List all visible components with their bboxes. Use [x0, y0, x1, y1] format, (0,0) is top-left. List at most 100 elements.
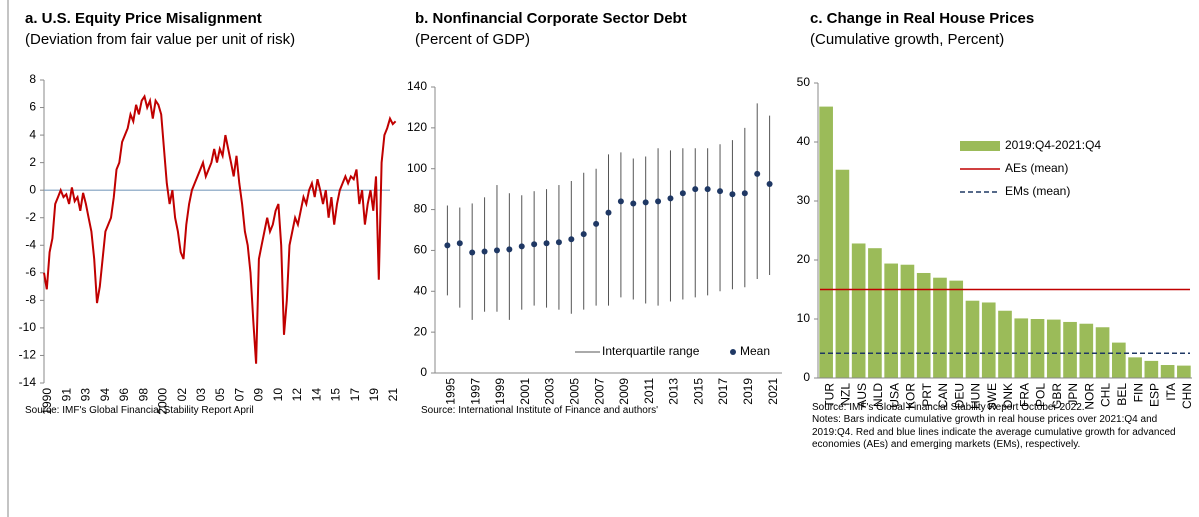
x-tick-label: 17: [348, 388, 362, 402]
y-tick-label: 0: [29, 182, 36, 196]
mean-dot: [531, 241, 538, 248]
legend-label: EMs (mean): [1005, 184, 1070, 198]
mean-dot: [593, 220, 600, 227]
x-tick-label: DEU: [952, 383, 966, 408]
x-tick-label: KOR: [904, 383, 918, 409]
bar: [916, 272, 931, 378]
mean-dot: [766, 181, 773, 188]
mean-dot: [642, 199, 649, 206]
legend-label: Mean: [740, 344, 770, 358]
y-tick-label: 4: [29, 127, 36, 141]
x-tick-label: 2001: [518, 378, 532, 405]
x-tick-label: ITA: [1164, 383, 1178, 401]
x-tick-label: 2017: [716, 378, 730, 405]
y-tick-label: 8: [29, 72, 36, 86]
legend-label: Interquartile range: [602, 344, 700, 358]
y-tick-label: 20: [797, 252, 811, 266]
bar: [933, 277, 947, 378]
bar: [1046, 319, 1061, 378]
x-tick-label: CHL: [1099, 383, 1113, 407]
mean-dot: [679, 190, 686, 197]
mean-dot: [518, 243, 525, 250]
x-tick-label: NLD: [871, 383, 885, 407]
x-tick-label: JPN: [1066, 383, 1080, 406]
bar: [1177, 365, 1191, 378]
x-tick-label: 96: [117, 388, 131, 402]
x-tick-label: ESP: [1148, 383, 1162, 407]
bar: [965, 300, 980, 378]
y-tick-label: -12: [19, 348, 37, 362]
bar: [851, 243, 866, 378]
y-tick-label: -4: [25, 237, 36, 251]
mean-dot: [617, 198, 624, 205]
x-tick-label: CHN: [1180, 383, 1194, 409]
x-tick-label: SWE: [985, 383, 999, 410]
subtitle: (Deviation from fair value per unit of r…: [25, 31, 296, 48]
x-tick-label: HUN: [969, 383, 983, 409]
bar: [900, 264, 915, 378]
source: Source: International Institute of Finan…: [421, 405, 659, 416]
mean-dot: [741, 190, 748, 197]
bar: [949, 280, 964, 378]
title-text: c. Change in Real House Prices: [810, 10, 1035, 27]
mean-dot: [469, 249, 476, 256]
x-tick-label: 98: [136, 388, 150, 402]
mean-dot: [667, 195, 674, 202]
x-tick-label: NZL: [839, 383, 853, 406]
y-tick-label: 30: [797, 193, 811, 207]
bar: [1014, 318, 1029, 378]
mean-dot: [481, 248, 488, 255]
bar: [1079, 323, 1094, 378]
mean-dot: [717, 188, 724, 195]
subtitle: (Percent of GDP): [415, 31, 531, 48]
y-tick-label: 0: [420, 365, 427, 379]
x-tick-label: NOR: [1082, 383, 1096, 410]
x-tick-label: 2019: [741, 378, 755, 405]
x-tick-label: PRT: [920, 382, 934, 406]
bar: [1111, 342, 1126, 378]
mean-dot: [456, 240, 463, 247]
x-tick-label: 15: [328, 388, 342, 402]
mean-dot: [568, 236, 575, 243]
bar: [884, 263, 899, 378]
x-tick-label: 93: [79, 388, 93, 402]
x-tick-label: 2021: [766, 378, 780, 405]
y-tick-label: 0: [803, 370, 810, 384]
x-tick-label: 21: [386, 388, 400, 402]
mean-dot: [580, 231, 587, 238]
x-tick-label: 2011: [642, 378, 656, 404]
bar: [868, 248, 882, 378]
x-tick-label: 2013: [667, 378, 681, 405]
mean-dot: [729, 191, 736, 198]
x-tick-label: USA: [887, 383, 901, 408]
x-tick-label: 09: [252, 388, 266, 402]
y-tick-label: -8: [25, 293, 36, 307]
bar: [835, 169, 850, 378]
x-tick-label: 2009: [617, 378, 631, 405]
x-tick-label: GBR: [1050, 383, 1064, 409]
line-series: [43, 94, 397, 364]
mean-dot: [605, 209, 612, 216]
y-tick-label: 20: [414, 324, 428, 338]
mean-dot: [630, 200, 637, 207]
x-tick-label: 14: [309, 388, 323, 402]
x-tick-label: 10: [271, 388, 285, 402]
x-tick-label: 03: [194, 388, 208, 402]
x-tick-label: 2003: [543, 378, 557, 405]
bar: [1030, 319, 1045, 378]
x-tick-label: CAN: [936, 383, 950, 408]
title: c. Change in Real House Prices: [810, 10, 1034, 27]
x-tick-label: 2000: [155, 388, 169, 415]
x-tick-label: FIN: [1131, 383, 1145, 402]
y-tick-label: 6: [29, 100, 36, 114]
notes: Notes: Bars indicate cumulative growth i…: [812, 414, 1176, 450]
bar: [1160, 365, 1175, 378]
x-tick-label: 1997: [468, 378, 482, 405]
x-tick-label: 2015: [691, 378, 705, 405]
bar: [981, 302, 996, 378]
legend-label: 2019:Q4-2021:Q4: [1005, 138, 1101, 152]
x-tick-label: TUR: [822, 383, 836, 408]
y-tick-label: 10: [797, 311, 811, 325]
source: Source: IMF's Global Financial Stability…: [812, 402, 1085, 413]
